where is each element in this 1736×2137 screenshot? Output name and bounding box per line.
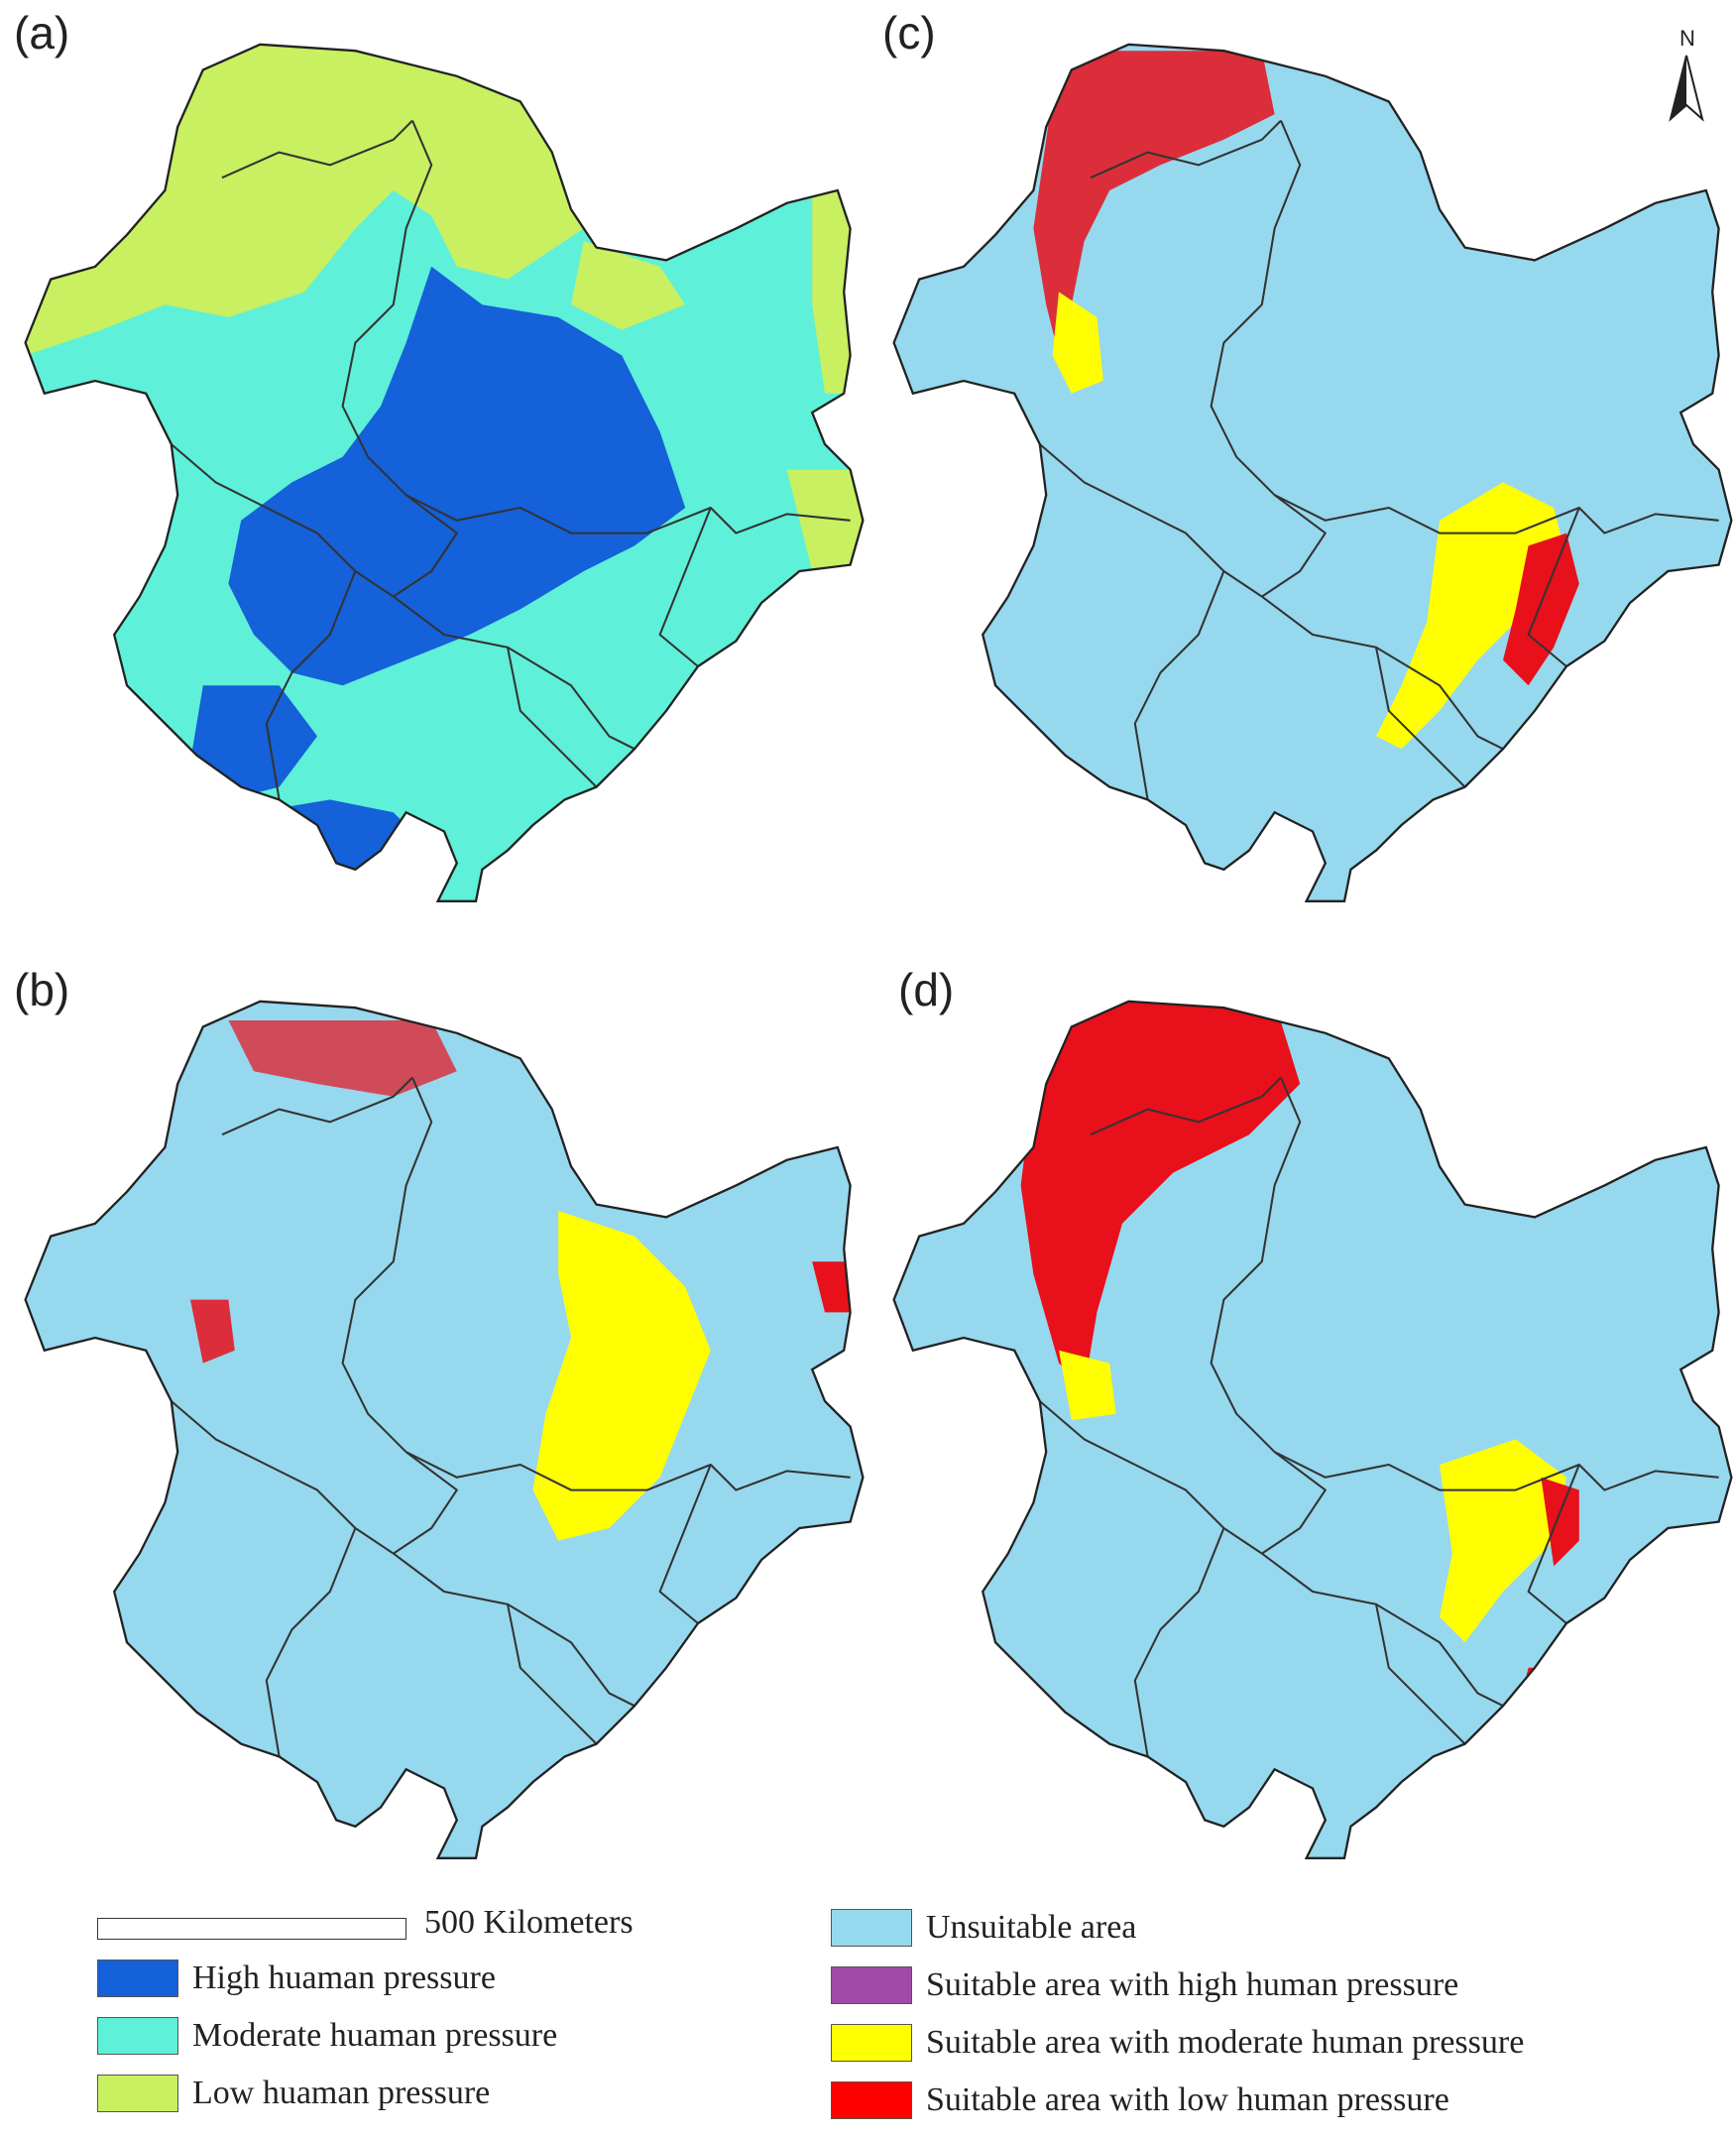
unsuitable-fill [893,1001,1732,1858]
suitable-moderate-east [532,1211,711,1541]
suitable-moderate-west [1052,292,1103,394]
legend-swatch-high [97,1959,178,1997]
map-panel-c: (c) N [868,0,1736,952]
panel-label-a: (a) [14,7,70,59]
north-arrow: N [1657,22,1716,131]
high-pressure-south [165,799,432,901]
legend-label-moderate: Moderate huaman pressure [192,2017,558,2054]
panel-label-c: (c) [882,7,936,59]
human-pressure-map [24,43,865,902]
suitable-moderate-west [1059,1350,1116,1421]
legend-item-low: Low huaman pressure [97,2075,490,2112]
legend-swatch-low [97,2075,178,2112]
legend-item-suitable-low: Suitable area with low human pressure [831,2081,1449,2119]
suitable-low-north [1020,1001,1301,1389]
legend-label-high: High huaman pressure [192,1959,496,1996]
legend-label-unsuitable: Unsuitable area [926,1909,1137,1946]
map-panel-d: (d) [868,957,1736,1909]
legend-item-high: High huaman pressure [97,1959,496,1997]
scale-bar-label: 500 Kilometers [424,1904,634,1941]
suitable-low-west [190,1299,235,1364]
legend-label-low: Low huaman pressure [192,2075,491,2111]
legend-item-suitable-moderate: Suitable area with moderate human pressu… [831,2024,1524,2062]
legend-label-suitable-moderate: Suitable area with moderate human pressu… [926,2024,1525,2061]
legend-item-moderate: Moderate huaman pressure [97,2017,557,2055]
legend-item-suitable-high: Suitable area with high human pressure [831,1966,1458,2004]
high-pressure-west [190,685,317,800]
legend-label-suitable-low: Suitable area with low human pressure [926,2081,1449,2118]
suitable-low-east [812,1261,851,1313]
panel-label-b: (b) [14,964,70,1015]
legend-swatch-suitable-low [831,2081,912,2119]
suitability-map-b [24,1000,865,1859]
low-pressure-region-east [571,190,864,737]
legend-swatch-moderate [97,2017,178,2055]
legend-swatch-suitable-moderate [831,2024,912,2062]
suitable-low-north [228,1020,457,1097]
suitable-low-east [1522,1477,1579,1707]
suitable-low-east [1503,533,1579,686]
map-panel-b: (b) [0,957,868,1909]
suitability-map-c [892,43,1733,902]
legend-swatch-unsuitable [831,1909,912,1947]
suitable-moderate-east [1376,482,1566,750]
legend-label-suitable-high: Suitable area with high human pressure [926,1966,1459,2003]
high-pressure-core [228,266,686,686]
unsuitable-fill [893,44,1732,901]
north-label: N [1679,26,1695,51]
legend-swatch-suitable-high [831,1966,912,2004]
suitability-legend: Unsuitable area Suitable area with high … [831,1909,1723,2132]
suitability-map-d [892,1000,1733,1859]
pressure-legend: High huaman pressure Moderate huaman pre… [97,1954,791,2132]
unsuitable-fill [25,1001,864,1858]
suitable-low-north [1033,51,1275,356]
scale-bar-rect [97,1918,406,1940]
legend-item-unsuitable: Unsuitable area [831,1909,1136,1947]
scale-bar: 500 Kilometers [97,1904,732,1954]
map-panel-a: (a) [0,0,868,952]
panel-label-d: (d) [898,964,955,1015]
